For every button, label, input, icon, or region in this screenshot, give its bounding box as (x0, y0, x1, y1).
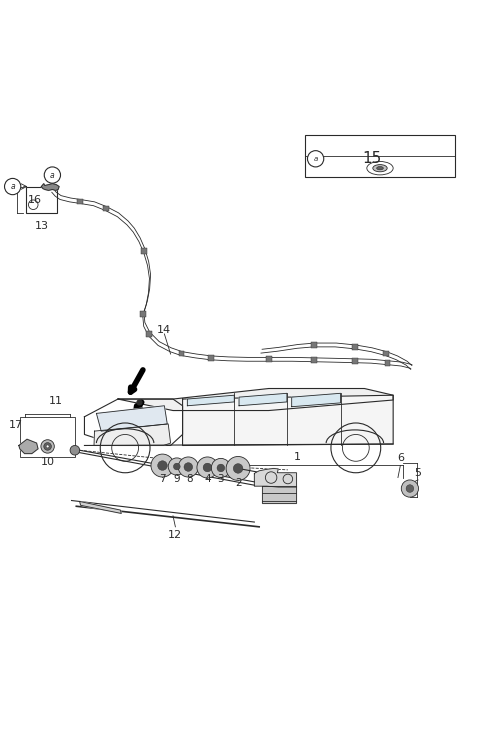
Bar (142, 248, 147, 254)
Text: 10: 10 (41, 457, 55, 467)
Bar (179, 350, 184, 356)
Ellipse shape (377, 166, 384, 170)
Text: 6: 6 (397, 453, 404, 463)
Bar (384, 360, 390, 366)
Bar (383, 350, 389, 356)
Text: 4: 4 (204, 474, 211, 485)
Circle shape (178, 457, 198, 477)
Polygon shape (96, 406, 167, 431)
Polygon shape (254, 468, 297, 487)
Circle shape (41, 440, 54, 453)
Text: 12: 12 (168, 530, 182, 540)
Circle shape (197, 457, 218, 478)
Bar (208, 355, 214, 361)
Text: a: a (11, 182, 15, 191)
Text: 11: 11 (49, 396, 63, 406)
Circle shape (137, 400, 142, 405)
Bar (352, 344, 358, 350)
Polygon shape (182, 395, 393, 446)
Text: 1: 1 (294, 452, 301, 463)
Polygon shape (80, 501, 121, 513)
Polygon shape (94, 424, 170, 446)
Bar (305, 136, 456, 177)
Bar (77, 199, 83, 205)
Text: 5: 5 (415, 468, 421, 477)
Polygon shape (187, 395, 234, 406)
Circle shape (233, 464, 243, 474)
Polygon shape (292, 394, 340, 407)
Circle shape (157, 461, 167, 471)
Bar (146, 331, 152, 337)
Polygon shape (239, 394, 287, 406)
Polygon shape (118, 388, 393, 410)
Circle shape (401, 480, 419, 497)
Circle shape (173, 463, 180, 470)
Circle shape (226, 457, 250, 480)
Ellipse shape (373, 165, 387, 172)
Bar (352, 358, 358, 364)
Circle shape (217, 464, 225, 472)
Bar (103, 206, 109, 211)
Bar (20, 417, 75, 457)
Text: 17: 17 (9, 420, 23, 430)
Circle shape (4, 178, 21, 195)
Text: 7: 7 (159, 474, 166, 485)
Circle shape (151, 454, 174, 477)
Text: a: a (50, 171, 55, 180)
Circle shape (44, 443, 51, 450)
Bar (141, 311, 146, 317)
Text: 16: 16 (28, 196, 42, 205)
Text: a: a (313, 156, 318, 162)
Circle shape (44, 167, 60, 183)
Bar (25, 186, 57, 213)
Bar (312, 342, 317, 348)
Text: 3: 3 (217, 474, 224, 485)
Circle shape (211, 458, 230, 477)
Bar (312, 357, 317, 363)
Circle shape (203, 463, 212, 472)
Polygon shape (262, 486, 297, 503)
Text: 15: 15 (362, 151, 381, 166)
Circle shape (168, 458, 185, 475)
Text: 14: 14 (157, 325, 171, 335)
Circle shape (46, 445, 49, 448)
Circle shape (308, 151, 324, 167)
Text: 9: 9 (173, 474, 180, 485)
Circle shape (406, 485, 414, 493)
Text: 8: 8 (186, 474, 193, 485)
Text: 13: 13 (35, 221, 48, 232)
Text: 2: 2 (235, 477, 241, 487)
Bar (266, 356, 272, 362)
Polygon shape (41, 184, 59, 191)
Polygon shape (19, 439, 38, 454)
Circle shape (184, 463, 192, 471)
Circle shape (70, 446, 80, 455)
